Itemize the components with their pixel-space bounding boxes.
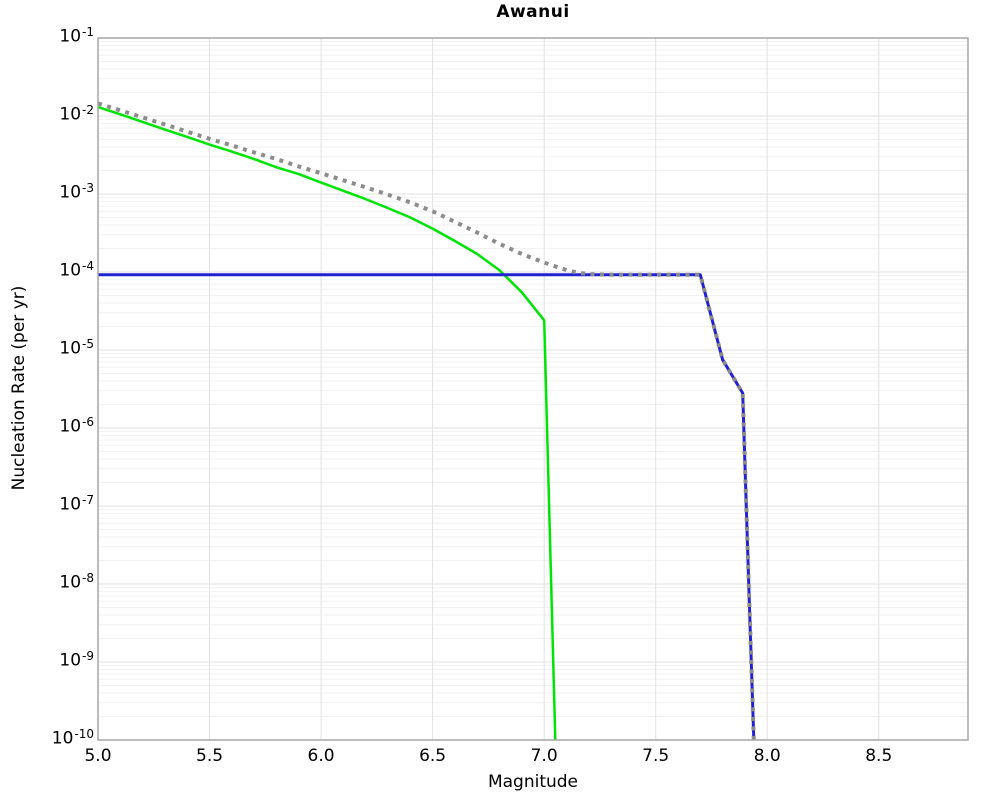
- y-tick-label: 10-8: [59, 571, 94, 593]
- plot-border: [97, 37, 969, 741]
- x-tick-label: 6.5: [419, 746, 447, 766]
- x-tick-label: 5.0: [84, 746, 112, 766]
- series-blue_solid-line: [98, 273, 756, 741]
- y-tick-label: 10-3: [59, 181, 94, 203]
- x-tick-label: 6.0: [307, 746, 335, 766]
- series-green_solid-line: [97, 105, 557, 741]
- y-tick-label: 10-5: [59, 337, 94, 359]
- x-tick-label: 8.5: [865, 746, 893, 766]
- x-tick-label: 5.5: [196, 746, 224, 766]
- y-tick-label: 10-10: [51, 727, 94, 749]
- y-tick-label: 10-4: [59, 259, 94, 281]
- x-tick-label: 8.0: [753, 746, 781, 766]
- chart-title: Awanui: [496, 2, 570, 22]
- series-gray_dotted_total-line: [97, 101, 756, 741]
- y-tick-label: 10-2: [59, 103, 94, 125]
- y-tick-label: 10-7: [59, 493, 94, 515]
- x-axis-title: Magnitude: [487, 772, 579, 792]
- x-tick-label: 7.0: [530, 746, 558, 766]
- y-tick-label: 10-9: [59, 649, 94, 671]
- y-tick-label: 10-6: [59, 415, 94, 437]
- y-tick-label: 10-1: [59, 25, 94, 47]
- x-tick-label: 7.5: [642, 746, 670, 766]
